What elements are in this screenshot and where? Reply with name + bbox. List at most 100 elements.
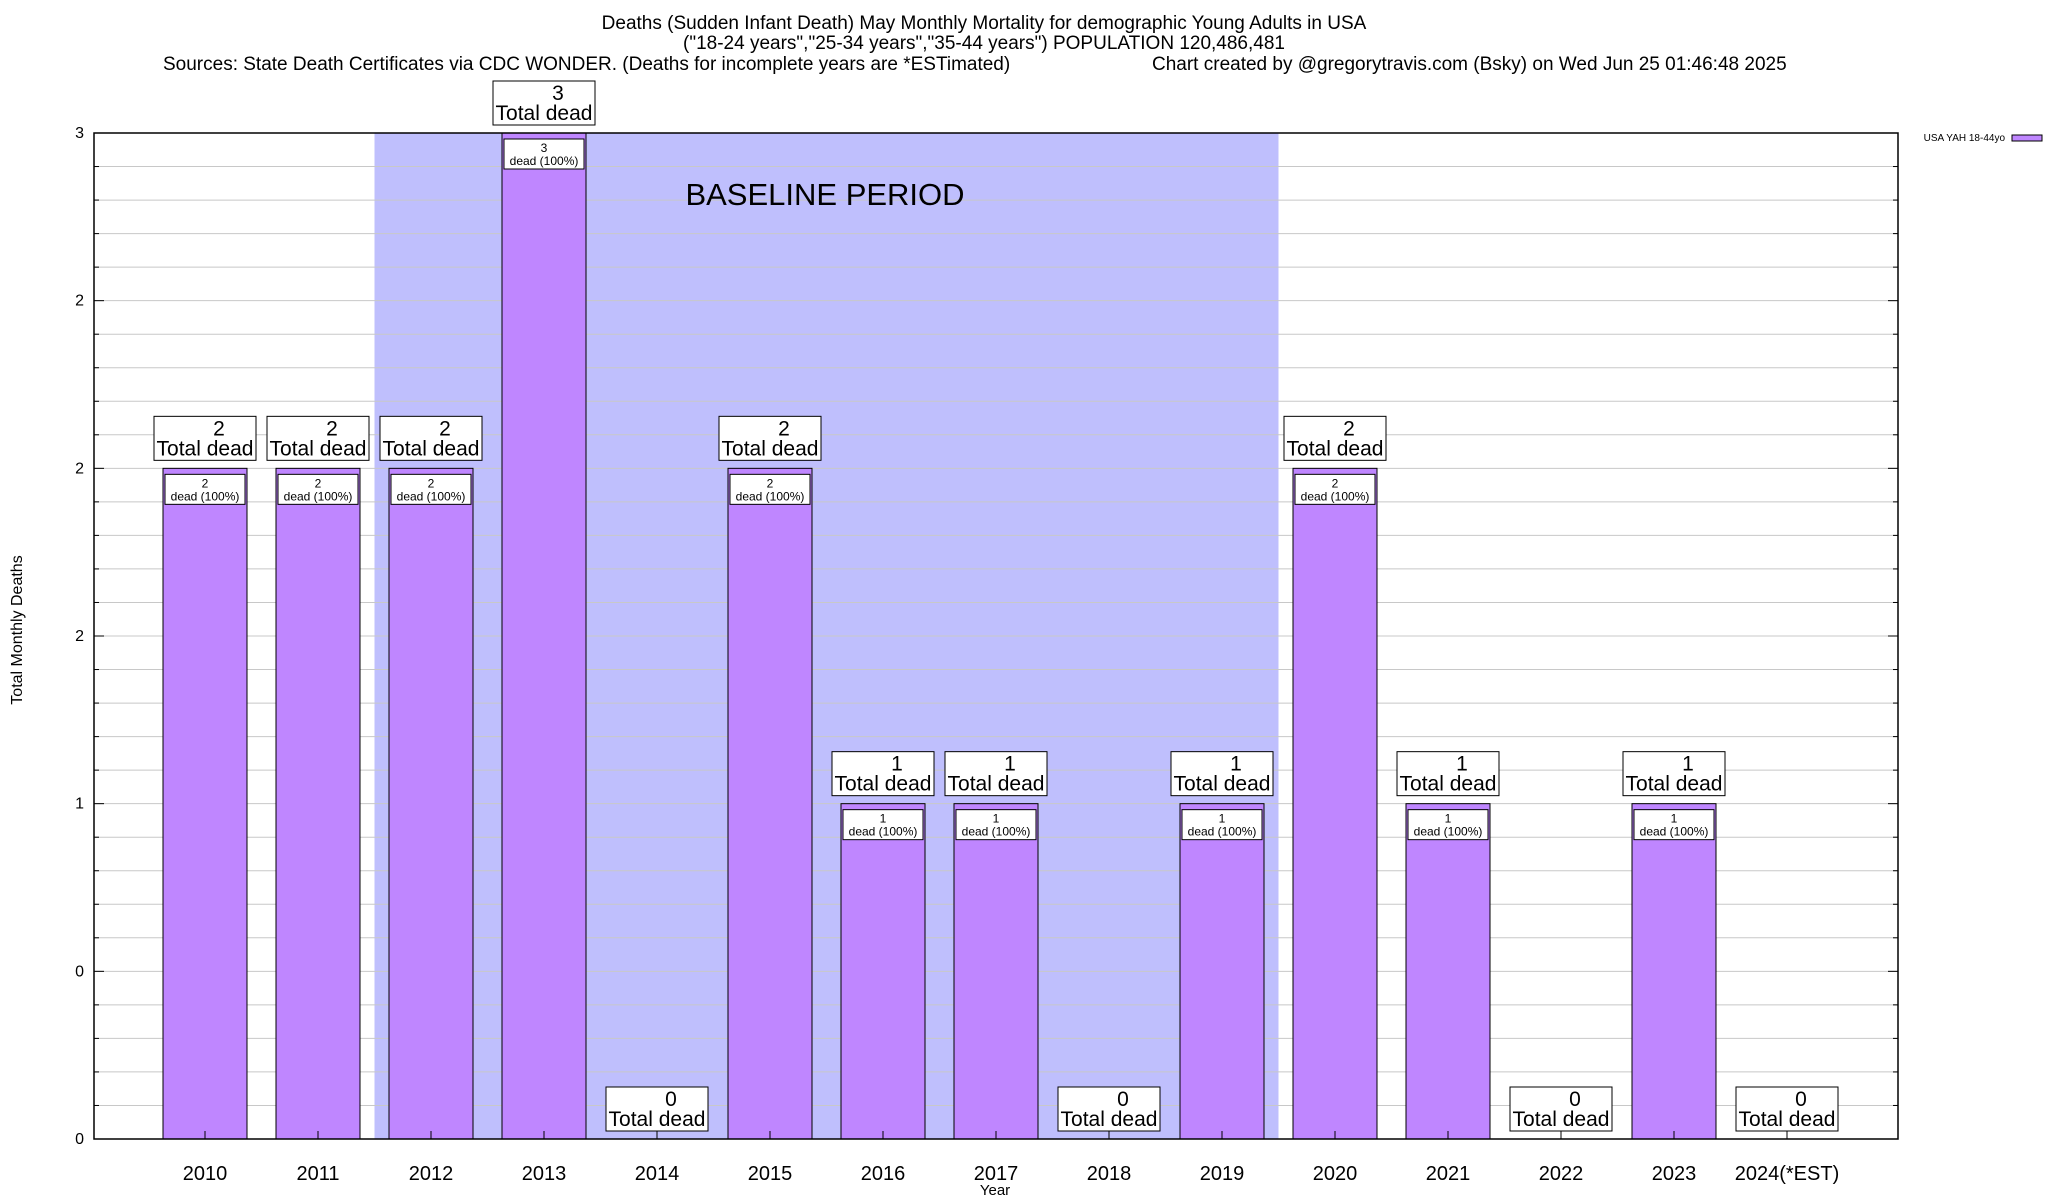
y-tick-label: 1	[75, 796, 84, 813]
bar-percent-label: dead (100%)	[284, 489, 353, 503]
x-axis-label: Year	[979, 1182, 1011, 1199]
bar-2015	[727, 467, 813, 1140]
bar-percent-label: dead (100%)	[1188, 825, 1257, 839]
chart-title: Deaths (Sudden Infant Death) May Monthly…	[601, 13, 1367, 34]
total-value-label: 0	[1117, 1088, 1129, 1111]
plot-border	[93, 132, 1899, 1140]
total-label-box	[605, 1086, 709, 1132]
x-tick-label: 2014	[635, 1163, 680, 1185]
legend-label: USA YAH 18-44yo	[1924, 133, 2006, 144]
bar-percent-label: dead (100%)	[849, 825, 918, 839]
bar-label-box	[842, 809, 924, 841]
bar-percent-label: dead (100%)	[1640, 825, 1709, 839]
bar-value-label: 1	[1445, 812, 1452, 826]
y-tick-label: 2	[75, 628, 84, 645]
total-value-label: 0	[1569, 1088, 1581, 1111]
y-tick-label: 2	[75, 293, 84, 310]
total-value-label: 2	[439, 417, 451, 440]
bar-2016	[840, 803, 926, 1140]
bar-value-label: 1	[880, 812, 887, 826]
total-dead-label: Total dead	[1513, 1108, 1610, 1131]
bar-label-box	[164, 473, 246, 505]
bar-value-label: 2	[428, 476, 435, 490]
total-dead-label: Total dead	[1061, 1108, 1158, 1131]
total-label-box	[1622, 751, 1726, 797]
bar-value-label: 1	[1671, 812, 1678, 826]
bar-value-label: 2	[315, 476, 322, 490]
total-dead-label: Total dead	[1400, 773, 1497, 796]
bar-label-box	[955, 809, 1037, 841]
bar-label-box	[1407, 809, 1489, 841]
total-value-label: 2	[326, 417, 338, 440]
x-tick-label: 2012	[409, 1163, 454, 1185]
bar-2020	[1292, 467, 1378, 1140]
y-tick-label: 0	[75, 1131, 84, 1148]
bar-value-label: 2	[767, 476, 774, 490]
x-tick-label: 2019	[1200, 1163, 1245, 1185]
total-label-box	[492, 80, 596, 126]
total-value-label: 2	[778, 417, 790, 440]
total-label-box	[831, 751, 935, 797]
bar-2013	[501, 132, 587, 1140]
bar-label-box	[1633, 809, 1715, 841]
bar-2023	[1631, 803, 1717, 1140]
bar-2010	[162, 467, 248, 1140]
x-tick-label: 2015	[748, 1163, 793, 1185]
total-value-label: 0	[1795, 1088, 1807, 1111]
total-dead-label: Total dead	[948, 773, 1045, 796]
total-label-box	[266, 415, 370, 461]
total-label-box	[1170, 751, 1274, 797]
x-tick-label: 2017	[974, 1163, 1019, 1185]
total-value-label: 1	[1682, 753, 1694, 776]
total-label-box	[1735, 1086, 1839, 1132]
total-dead-label: Total dead	[1287, 437, 1384, 460]
x-tick-label: 2010	[183, 1163, 228, 1185]
bar-value-label: 3	[541, 141, 548, 155]
x-tick-label: 2016	[861, 1163, 906, 1185]
total-dead-label: Total dead	[157, 437, 254, 460]
bar-percent-label: dead (100%)	[171, 489, 240, 503]
total-dead-label: Total dead	[1626, 773, 1723, 796]
bar-percent-label: dead (100%)	[510, 154, 579, 168]
total-dead-label: Total dead	[1174, 773, 1271, 796]
x-tick-label: 2013	[522, 1163, 567, 1185]
total-label-box	[1057, 1086, 1161, 1132]
bar-2012	[388, 467, 474, 1140]
legend-swatch	[2011, 134, 2043, 142]
chart-subtitle: ("18-24 years","25-34 years","35-44 year…	[683, 33, 1285, 54]
total-value-label: 2	[213, 417, 225, 440]
total-value-label: 1	[1456, 753, 1468, 776]
bar-label-box	[277, 473, 359, 505]
bar-value-label: 1	[1219, 812, 1226, 826]
y-tick-label: 3	[75, 125, 84, 142]
total-label-box	[944, 751, 1048, 797]
bar-percent-label: dead (100%)	[962, 825, 1031, 839]
total-label-box	[1396, 751, 1500, 797]
x-tick-label: 2022	[1539, 1163, 1584, 1185]
x-tick-label: 2018	[1087, 1163, 1132, 1185]
total-label-box	[718, 415, 822, 461]
bar-value-label: 2	[1332, 476, 1339, 490]
bar-2019	[1179, 803, 1265, 1140]
total-dead-label: Total dead	[270, 437, 367, 460]
bar-percent-label: dead (100%)	[397, 489, 466, 503]
bar-value-label: 1	[993, 812, 1000, 826]
total-label-box	[1283, 415, 1387, 461]
bar-percent-label: dead (100%)	[1301, 489, 1370, 503]
bar-2011	[275, 467, 361, 1140]
total-label-box	[153, 415, 257, 461]
total-dead-label: Total dead	[609, 1108, 706, 1131]
y-tick-label: 2	[75, 460, 84, 477]
total-label-box	[379, 415, 483, 461]
total-value-label: 1	[1230, 753, 1242, 776]
bar-label-box	[1181, 809, 1263, 841]
total-dead-label: Total dead	[835, 773, 932, 796]
x-tick-label: 2020	[1313, 1163, 1358, 1185]
y-tick-label: 0	[75, 963, 84, 980]
bar-2021	[1405, 803, 1491, 1140]
total-value-label: 1	[891, 753, 903, 776]
total-dead-label: Total dead	[722, 437, 819, 460]
baseline-period-label: BASELINE PERIOD	[685, 177, 964, 212]
bar-value-label: 2	[202, 476, 209, 490]
